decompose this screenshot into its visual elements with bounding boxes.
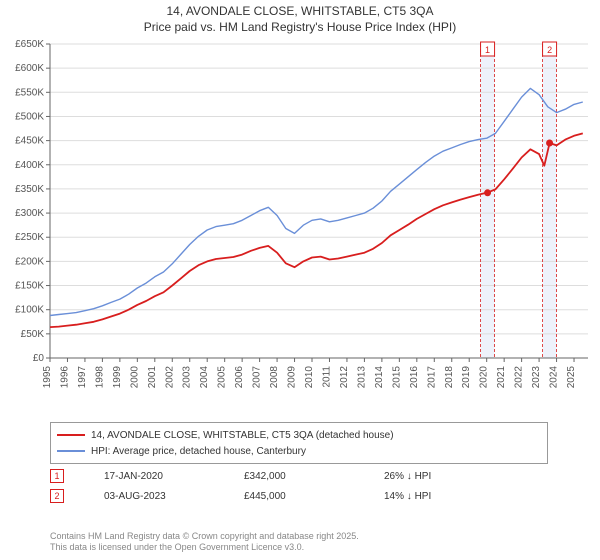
- marker-diff: 14% ↓ HPI: [384, 491, 524, 502]
- svg-text:2000: 2000: [129, 366, 140, 389]
- svg-text:£150K: £150K: [15, 281, 44, 292]
- title-line2: Price paid vs. HM Land Registry's House …: [0, 20, 600, 36]
- svg-text:2021: 2021: [496, 366, 507, 389]
- svg-text:£650K: £650K: [15, 39, 44, 50]
- footer-line2: This data is licensed under the Open Gov…: [50, 542, 359, 554]
- svg-text:2015: 2015: [391, 366, 402, 389]
- svg-text:2014: 2014: [374, 366, 385, 389]
- footer-line1: Contains HM Land Registry data © Crown c…: [50, 531, 359, 543]
- legend-swatch: [57, 434, 85, 436]
- svg-text:2009: 2009: [287, 366, 298, 389]
- legend-item: HPI: Average price, detached house, Cant…: [57, 443, 541, 459]
- title-line1: 14, AVONDALE CLOSE, WHITSTABLE, CT5 3QA: [0, 4, 600, 20]
- marker-badge: 2: [50, 489, 64, 503]
- svg-text:£450K: £450K: [15, 136, 44, 147]
- svg-text:2023: 2023: [531, 366, 542, 389]
- svg-text:1998: 1998: [94, 366, 105, 389]
- svg-text:2004: 2004: [199, 366, 210, 389]
- svg-text:2022: 2022: [514, 366, 525, 389]
- svg-text:£550K: £550K: [15, 87, 44, 98]
- line-chart: £0 £50K £100K £150K £200K £250K £300K £350K £400…: [0, 38, 600, 418]
- svg-text:1: 1: [485, 45, 490, 55]
- svg-text:2011: 2011: [321, 366, 332, 388]
- svg-text:£0: £0: [33, 353, 45, 364]
- svg-text:£400K: £400K: [15, 160, 44, 171]
- svg-text:£500K: £500K: [15, 111, 44, 122]
- svg-text:£100K: £100K: [15, 305, 44, 316]
- svg-text:2012: 2012: [339, 366, 350, 389]
- legend: 14, AVONDALE CLOSE, WHITSTABLE, CT5 3QA …: [50, 422, 548, 464]
- svg-text:£300K: £300K: [15, 208, 44, 219]
- svg-text:2: 2: [547, 45, 552, 55]
- svg-text:1997: 1997: [77, 366, 88, 389]
- svg-text:2005: 2005: [217, 366, 228, 389]
- legend-label: 14, AVONDALE CLOSE, WHITSTABLE, CT5 3QA …: [91, 430, 394, 441]
- svg-text:1996: 1996: [59, 366, 70, 389]
- svg-text:2025: 2025: [566, 366, 577, 389]
- legend-label: HPI: Average price, detached house, Cant…: [91, 446, 306, 457]
- footer-attribution: Contains HM Land Registry data © Crown c…: [50, 531, 359, 554]
- svg-text:2008: 2008: [269, 366, 280, 389]
- chart-container: £0 £50K £100K £150K £200K £250K £300K £350K £400…: [0, 38, 600, 418]
- legend-swatch: [57, 450, 85, 452]
- marker-row: 1 17-JAN-2020£342,00026% ↓ HPI: [50, 466, 548, 486]
- svg-text:2013: 2013: [356, 366, 367, 389]
- svg-text:2010: 2010: [304, 366, 315, 389]
- svg-text:2007: 2007: [252, 366, 263, 389]
- svg-text:1995: 1995: [42, 366, 53, 389]
- marker-badge: 1: [50, 469, 64, 483]
- marker-table: 1 17-JAN-2020£342,00026% ↓ HPI 2 03-AUG-202…: [50, 466, 548, 506]
- svg-text:£350K: £350K: [15, 184, 44, 195]
- svg-text:2006: 2006: [234, 366, 245, 389]
- marker-price: £342,000: [244, 471, 384, 482]
- svg-text:2020: 2020: [479, 366, 490, 389]
- svg-text:£600K: £600K: [15, 63, 44, 74]
- svg-text:2001: 2001: [147, 366, 158, 389]
- svg-text:1999: 1999: [112, 366, 123, 389]
- svg-text:2024: 2024: [549, 366, 560, 389]
- marker-price: £445,000: [244, 491, 384, 502]
- marker-diff: 26% ↓ HPI: [384, 471, 524, 482]
- svg-text:2017: 2017: [426, 366, 437, 389]
- marker-date: 03-AUG-2023: [104, 491, 244, 502]
- svg-text:£250K: £250K: [15, 232, 44, 243]
- marker-date: 17-JAN-2020: [104, 471, 244, 482]
- chart-title-block: 14, AVONDALE CLOSE, WHITSTABLE, CT5 3QA …: [0, 0, 600, 35]
- svg-text:2018: 2018: [444, 366, 455, 389]
- svg-text:2016: 2016: [409, 366, 420, 389]
- svg-text:£50K: £50K: [21, 329, 45, 340]
- marker-row: 2 03-AUG-2023£445,00014% ↓ HPI: [50, 486, 548, 506]
- svg-text:2002: 2002: [164, 366, 175, 389]
- svg-text:2019: 2019: [461, 366, 472, 389]
- svg-text:£200K: £200K: [15, 256, 44, 267]
- svg-text:2003: 2003: [182, 366, 193, 389]
- legend-item: 14, AVONDALE CLOSE, WHITSTABLE, CT5 3QA …: [57, 427, 541, 443]
